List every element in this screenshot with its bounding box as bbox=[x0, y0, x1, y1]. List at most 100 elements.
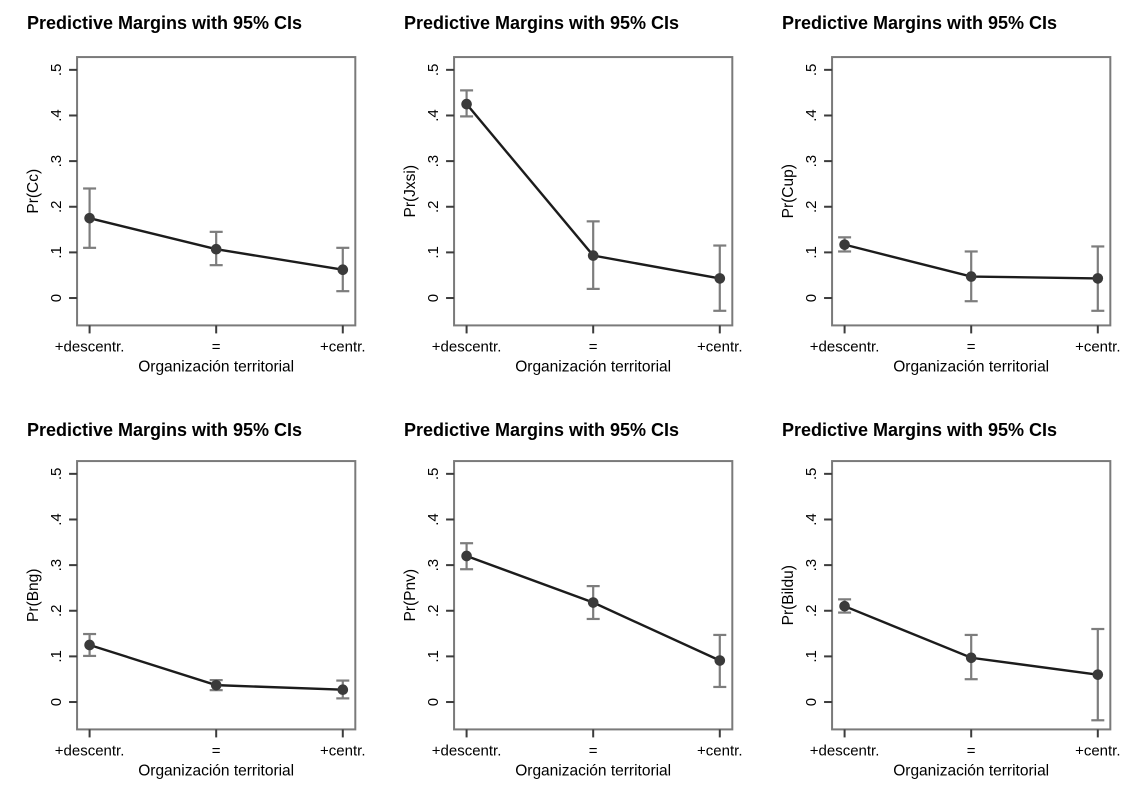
data-point-marker bbox=[838, 600, 850, 611]
plot-area: Predictive Margins with 95% CIs Pr(Cup) … bbox=[780, 13, 1120, 375]
y-tick-label: .3 bbox=[425, 558, 442, 571]
x-axis-title: Organización territorial bbox=[893, 762, 1049, 779]
y-tick-label: .5 bbox=[803, 64, 820, 77]
y-tick-label: .5 bbox=[425, 467, 442, 480]
y-tick-label: .2 bbox=[803, 200, 820, 213]
subplot-pr-bng: Predictive Margins with 95% CIs Pr(Bng) … bbox=[0, 404, 377, 807]
y-tick-label: 0 bbox=[48, 294, 65, 302]
y-tick-label: .1 bbox=[803, 246, 820, 259]
y-tick-label: 0 bbox=[803, 294, 820, 302]
y-tick-label: .4 bbox=[425, 109, 442, 122]
data-point-marker bbox=[588, 596, 599, 608]
x-tick-label: = bbox=[212, 742, 221, 759]
chart-title: Predictive Margins with 95% CIs bbox=[27, 13, 302, 33]
x-tick-label: = bbox=[589, 742, 598, 759]
x-axis-title: Organización territorial bbox=[516, 762, 672, 779]
y-tick-label: .4 bbox=[425, 513, 442, 526]
y-tick-label: .4 bbox=[803, 109, 820, 122]
x-tick-label: +centr. bbox=[697, 338, 742, 355]
y-tick-label: .3 bbox=[48, 558, 65, 571]
y-tick-label: .2 bbox=[48, 200, 65, 213]
x-tick-label: +centr. bbox=[697, 742, 742, 759]
plot-area: Predictive Margins with 95% CIs Pr(Jxsi)… bbox=[402, 13, 743, 375]
chart-title: Predictive Margins with 95% CIs bbox=[782, 420, 1057, 440]
x-axis-title: Organización territorial bbox=[138, 358, 294, 375]
y-axis-title: Pr(Cc) bbox=[25, 169, 42, 214]
y-axis-title: Pr(Jxsi) bbox=[402, 165, 419, 218]
y-tick-label: 0 bbox=[425, 697, 442, 705]
plot-box bbox=[76, 459, 357, 730]
data-point-marker bbox=[714, 273, 726, 284]
chart-title: Predictive Margins with 95% CIs bbox=[404, 420, 679, 440]
x-tick-label: +centr. bbox=[1075, 742, 1120, 759]
plot-area: Predictive Margins with 95% CIs Pr(Bng) … bbox=[25, 420, 366, 779]
data-point-marker bbox=[461, 550, 473, 561]
data-point-marker bbox=[1092, 273, 1103, 284]
subplot-pr-cc: Predictive Margins with 95% CIs Pr(Cc) O… bbox=[0, 0, 377, 404]
plot-layer: 0 .1 .2 .3 .4 .5 +descentr. = +centr. bbox=[803, 459, 1120, 759]
plot-layer: 0 .1 .2 .3 .4 .5 +descentr. = +centr. bbox=[425, 459, 743, 759]
y-tick-label: .1 bbox=[425, 650, 442, 663]
y-axis-title: Pr(Cup) bbox=[780, 164, 797, 218]
y-tick-label: .4 bbox=[48, 109, 65, 122]
data-point-marker bbox=[588, 250, 599, 261]
data-point-marker bbox=[714, 654, 726, 666]
y-tick-label: .1 bbox=[48, 246, 65, 259]
y-axis-title: Pr(Bng) bbox=[25, 568, 42, 621]
y-tick-label: 0 bbox=[803, 697, 820, 705]
x-tick-label: +descentr. bbox=[432, 338, 502, 355]
plot-layer: 0 .1 .2 .3 .4 .5 +descentr. = +centr. bbox=[803, 56, 1120, 355]
x-tick-label: +descentr. bbox=[809, 338, 879, 355]
data-point-marker bbox=[337, 683, 349, 695]
x-tick-label: = bbox=[589, 338, 598, 355]
y-tick-label: .2 bbox=[803, 604, 820, 617]
x-axis-title: Organización territorial bbox=[516, 358, 672, 375]
y-tick-label: .3 bbox=[803, 558, 820, 571]
x-tick-label: +centr. bbox=[320, 742, 365, 759]
y-tick-label: .3 bbox=[803, 155, 820, 168]
y-tick-label: .2 bbox=[425, 200, 442, 213]
x-tick-label: +centr. bbox=[1075, 338, 1120, 355]
data-point-marker bbox=[337, 264, 349, 276]
plot-area: Predictive Margins with 95% CIs Pr(Cc) O… bbox=[25, 13, 366, 375]
plot-layer: 0 .1 .2 .3 .4 .5 +descentr. = +centr. bbox=[48, 56, 366, 355]
data-point-marker bbox=[84, 212, 95, 224]
y-tick-label: 0 bbox=[425, 294, 442, 302]
y-tick-label: .1 bbox=[48, 650, 65, 663]
y-tick-label: 0 bbox=[48, 697, 65, 705]
x-axis-title: Organización territorial bbox=[893, 358, 1049, 375]
plot-area: Predictive Margins with 95% CIs Pr(Pnv) … bbox=[402, 420, 743, 779]
y-tick-label: .1 bbox=[425, 246, 442, 259]
x-tick-label: +descentr. bbox=[432, 742, 502, 759]
subplot-pr-cup: Predictive Margins with 95% CIs Pr(Cup) … bbox=[755, 0, 1132, 404]
y-tick-label: .4 bbox=[48, 513, 65, 526]
y-axis-title: Pr(Pnv) bbox=[402, 568, 419, 621]
x-tick-label: +descentr. bbox=[809, 742, 879, 759]
plot-layer: 0 .1 .2 .3 .4 .5 +descentr. = +centr. bbox=[425, 56, 743, 355]
x-tick-label: +descentr. bbox=[55, 742, 125, 759]
y-tick-label: .5 bbox=[48, 64, 65, 77]
plot-layer: 0 .1 .2 .3 .4 .5 +descentr. = +centr. bbox=[48, 459, 366, 759]
data-point-marker bbox=[838, 239, 850, 250]
plot-box bbox=[76, 56, 357, 327]
plot-area: Predictive Margins with 95% CIs Pr(Bildu… bbox=[780, 420, 1120, 779]
plot-box bbox=[830, 459, 1111, 730]
subplot-pr-pnv: Predictive Margins with 95% CIs Pr(Pnv) … bbox=[377, 404, 754, 807]
y-tick-label: .2 bbox=[48, 604, 65, 617]
y-tick-label: .2 bbox=[425, 604, 442, 617]
x-tick-label: = bbox=[212, 338, 221, 355]
y-tick-label: .3 bbox=[48, 155, 65, 168]
chart-title: Predictive Margins with 95% CIs bbox=[404, 13, 679, 33]
x-tick-label: +centr. bbox=[320, 338, 365, 355]
data-point-marker bbox=[84, 639, 95, 650]
data-point-marker bbox=[1092, 668, 1103, 680]
y-tick-label: .3 bbox=[425, 155, 442, 168]
y-tick-label: .4 bbox=[803, 513, 820, 526]
chart-title: Predictive Margins with 95% CIs bbox=[27, 420, 302, 440]
data-point-marker bbox=[461, 98, 473, 110]
x-tick-label: +descentr. bbox=[55, 338, 125, 355]
x-tick-label: = bbox=[966, 742, 975, 759]
plot-box bbox=[453, 459, 734, 730]
y-tick-label: .1 bbox=[803, 650, 820, 663]
